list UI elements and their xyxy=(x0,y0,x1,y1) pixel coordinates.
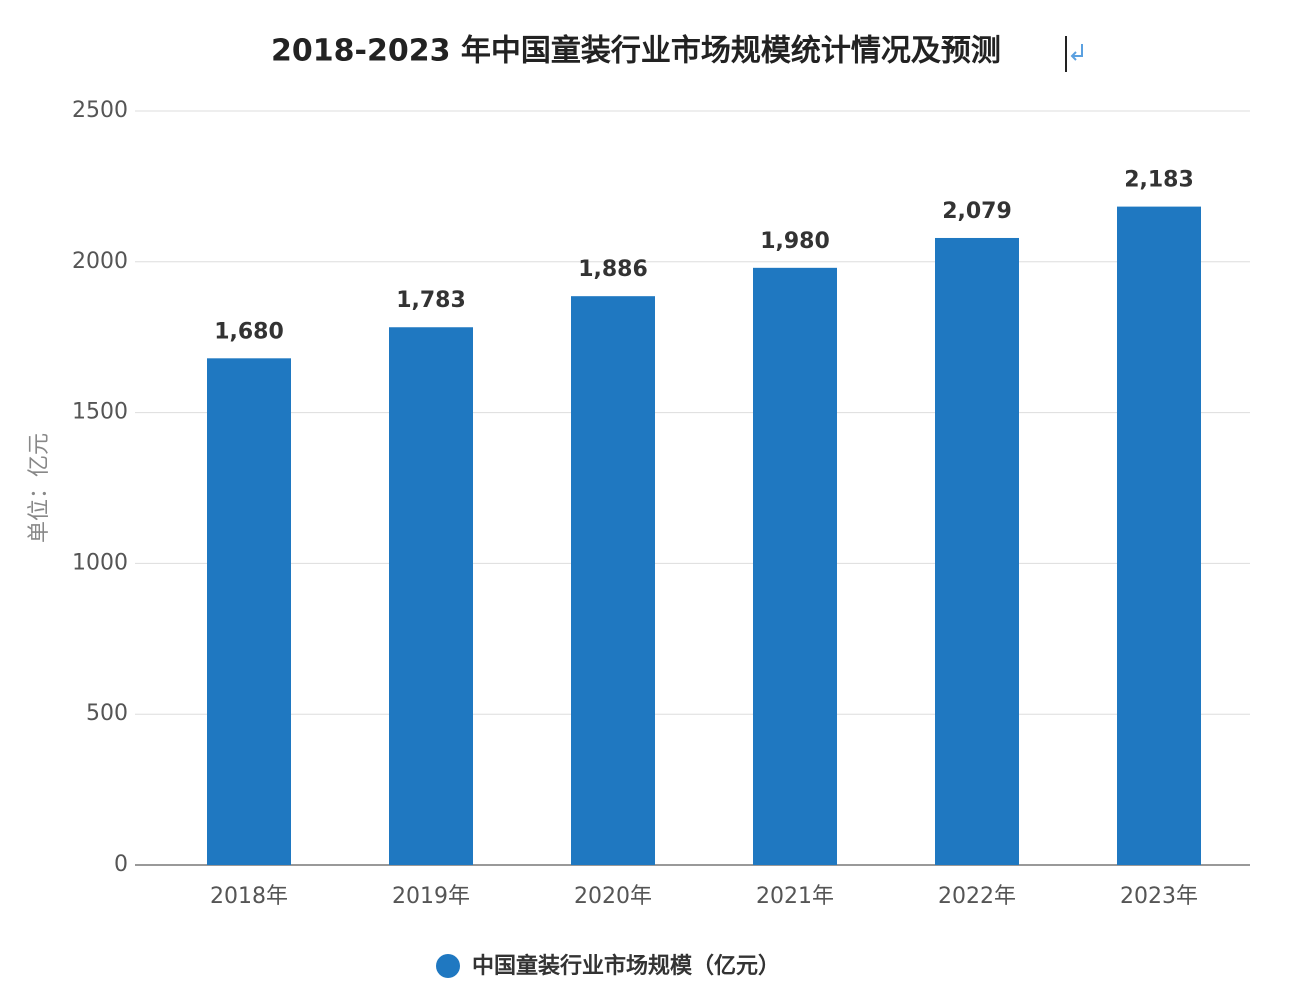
bar xyxy=(935,237,1019,865)
y-tick-label: 0 xyxy=(114,852,128,877)
data-label: 1,680 xyxy=(214,319,284,344)
chart-title: 2018-2023 年中国童装行业市场规模统计情况及预测 xyxy=(271,34,1001,69)
bar xyxy=(389,327,473,865)
x-tick-label: 2019年 xyxy=(392,884,470,909)
x-tick-label: 2023年 xyxy=(1120,884,1198,909)
return-mark xyxy=(1070,44,1083,61)
y-tick-label: 2500 xyxy=(72,98,128,123)
bar xyxy=(571,296,655,866)
y-tick-label: 500 xyxy=(86,701,128,726)
bar xyxy=(1117,206,1201,866)
legend-label: 中国童装行业市场规模（亿元） xyxy=(472,953,780,979)
x-tick-label: 2020年 xyxy=(574,884,652,909)
y-tick-label: 2000 xyxy=(72,249,128,274)
data-label: 1,783 xyxy=(396,288,466,313)
y-tick-label: 1000 xyxy=(72,550,128,575)
bar xyxy=(207,358,291,865)
y-tick-label: 1500 xyxy=(72,400,128,425)
data-label: 1,980 xyxy=(760,229,830,254)
x-tick-label: 2018年 xyxy=(210,884,288,909)
x-tick-label: 2021年 xyxy=(756,884,834,909)
data-label: 2,079 xyxy=(942,199,1012,224)
x-tick-label: 2022年 xyxy=(938,884,1016,909)
legend-marker xyxy=(436,954,460,978)
y-axis-label: 单位：亿元 xyxy=(27,433,52,543)
data-label: 1,886 xyxy=(578,257,648,282)
data-label: 2,183 xyxy=(1124,168,1194,193)
bar xyxy=(753,267,837,865)
